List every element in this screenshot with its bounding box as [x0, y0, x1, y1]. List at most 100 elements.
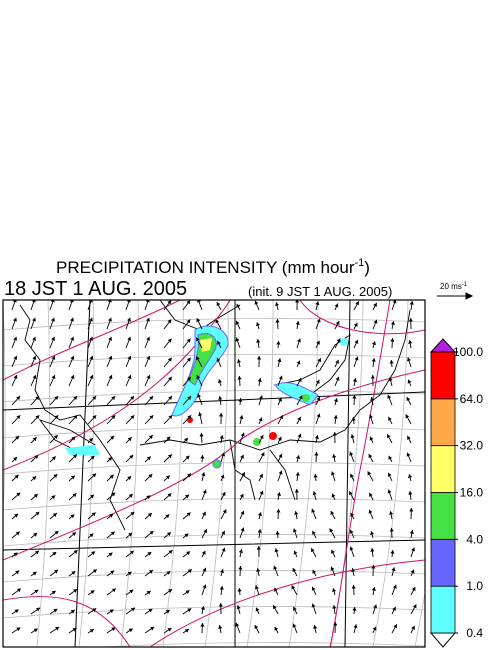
wind-arrow-head [128, 628, 133, 633]
wind-arrow-head [73, 396, 78, 401]
wind-arrow-head [33, 532, 38, 537]
wind-arrow-head [256, 322, 260, 327]
wind-arrow-head [240, 432, 245, 437]
wind-arrow-head [111, 627, 116, 632]
wind-arrow-head [148, 474, 153, 479]
wind-arrow-head [72, 493, 77, 498]
wind-arrow-head [54, 415, 59, 420]
map-lines [3, 300, 425, 647]
grid-line [3, 534, 425, 547]
wind-arrow-head [32, 317, 36, 322]
wind-arrow-head [236, 303, 241, 308]
wind-arrow-head [373, 319, 378, 324]
grid-line [96, 642, 425, 647]
wind-arrow-head [70, 355, 75, 360]
wind-arrow-head [128, 493, 133, 498]
wind-arrow-head [355, 301, 359, 306]
wind-arrow-head [350, 434, 355, 439]
wind-arrow-head [316, 396, 321, 401]
colorbar-label: 16.0 [460, 486, 484, 500]
wind-arrow-head [330, 511, 335, 516]
wind-arrow-head [16, 588, 21, 593]
wind-arrow-head [90, 494, 94, 499]
wind-arrow-head [408, 474, 413, 479]
map-frame [2, 299, 426, 648]
wind-arrow-head [390, 338, 395, 342]
wind-arrow-head [275, 319, 280, 323]
wind-arrow-head [203, 529, 207, 534]
wind-arrow-head [333, 622, 338, 626]
wind-arrow-head [240, 510, 245, 515]
wind-arrow-head [407, 379, 412, 384]
wind-arrow-head [130, 396, 135, 401]
wind-arrow-head [257, 529, 262, 533]
wind-arrow-head [127, 571, 132, 576]
wind-arrow-head [50, 300, 55, 303]
wind-arrow-head [13, 457, 18, 461]
wind-arrow-head [295, 321, 300, 325]
wind-arrow-head [72, 454, 77, 459]
wind-arrow-head [148, 608, 153, 613]
wind-arrow-head [91, 551, 96, 556]
wind-arrow-head [235, 320, 240, 325]
wind-arrow-head [201, 550, 206, 555]
wind-arrow-head [73, 415, 78, 420]
wind-arrow-head [294, 489, 299, 493]
wind-arrow-head [167, 300, 172, 305]
wind-arrow-head [51, 355, 56, 360]
wind-arrow-head [257, 512, 262, 517]
grid-line [78, 300, 95, 647]
wind-arrow-head [89, 317, 93, 322]
wind-arrow-head [218, 603, 223, 607]
wind-arrow-head [130, 415, 135, 420]
wind-arrow-head [167, 454, 172, 459]
wind-arrow-head [219, 586, 224, 590]
wind-arrow-head [70, 317, 74, 322]
wind-arrow-head [51, 375, 56, 379]
wind-arrow-head [185, 455, 190, 460]
wind-arrow-head [34, 589, 39, 594]
wind-arrow-head [70, 375, 75, 379]
wind-arrow-head [202, 489, 207, 494]
wind-arrow-head [332, 605, 337, 609]
wind-arrow-head [111, 492, 116, 497]
grid-line [414, 590, 425, 647]
wind-arrow-head [349, 451, 354, 456]
wind-arrow-head [92, 396, 97, 401]
wind-arrow-head [127, 317, 131, 322]
wind-arrow-head [392, 584, 397, 589]
wind-arrow-head [389, 360, 394, 364]
wind-arrow-head [279, 415, 283, 420]
wind-arrow-head [109, 513, 114, 518]
grid-line [3, 606, 425, 619]
wind-arrow-head [149, 531, 154, 535]
colorbar-label: 100.0 [453, 345, 483, 359]
wind-arrow-head [51, 590, 56, 595]
wind-arrow-head [353, 624, 358, 629]
wind-arrow-head [296, 360, 301, 365]
colorbar-under [429, 632, 457, 648]
wind-arrow-head [14, 474, 19, 479]
wind-arrow-head [90, 590, 95, 595]
wind-arrow-head [146, 456, 151, 461]
wind-arrow-head [388, 377, 393, 382]
wind-arrow-head [166, 436, 171, 441]
wind-arrow-head [368, 454, 373, 459]
wind-arrow-head [298, 395, 303, 400]
wind-arrow-head [33, 628, 38, 633]
wind-arrow-head [150, 626, 155, 631]
wind-arrow-head [167, 357, 172, 362]
wind-arrow-head [146, 495, 151, 500]
wind-arrow-head [409, 530, 414, 534]
wind-arrow-head [257, 356, 262, 360]
wind-arrow-head [185, 590, 190, 595]
lat-lon-grid [3, 300, 425, 647]
wind-arrow-head [196, 375, 201, 380]
colorbar-label: 0.4 [466, 626, 483, 640]
wind-arrow-head [297, 416, 301, 421]
wind-arrow-head [390, 321, 395, 325]
wind-arrow-head [291, 585, 296, 590]
wind-arrow-head [389, 511, 394, 515]
wind-arrow-head [186, 551, 191, 556]
wind-arrow-head [409, 508, 414, 512]
